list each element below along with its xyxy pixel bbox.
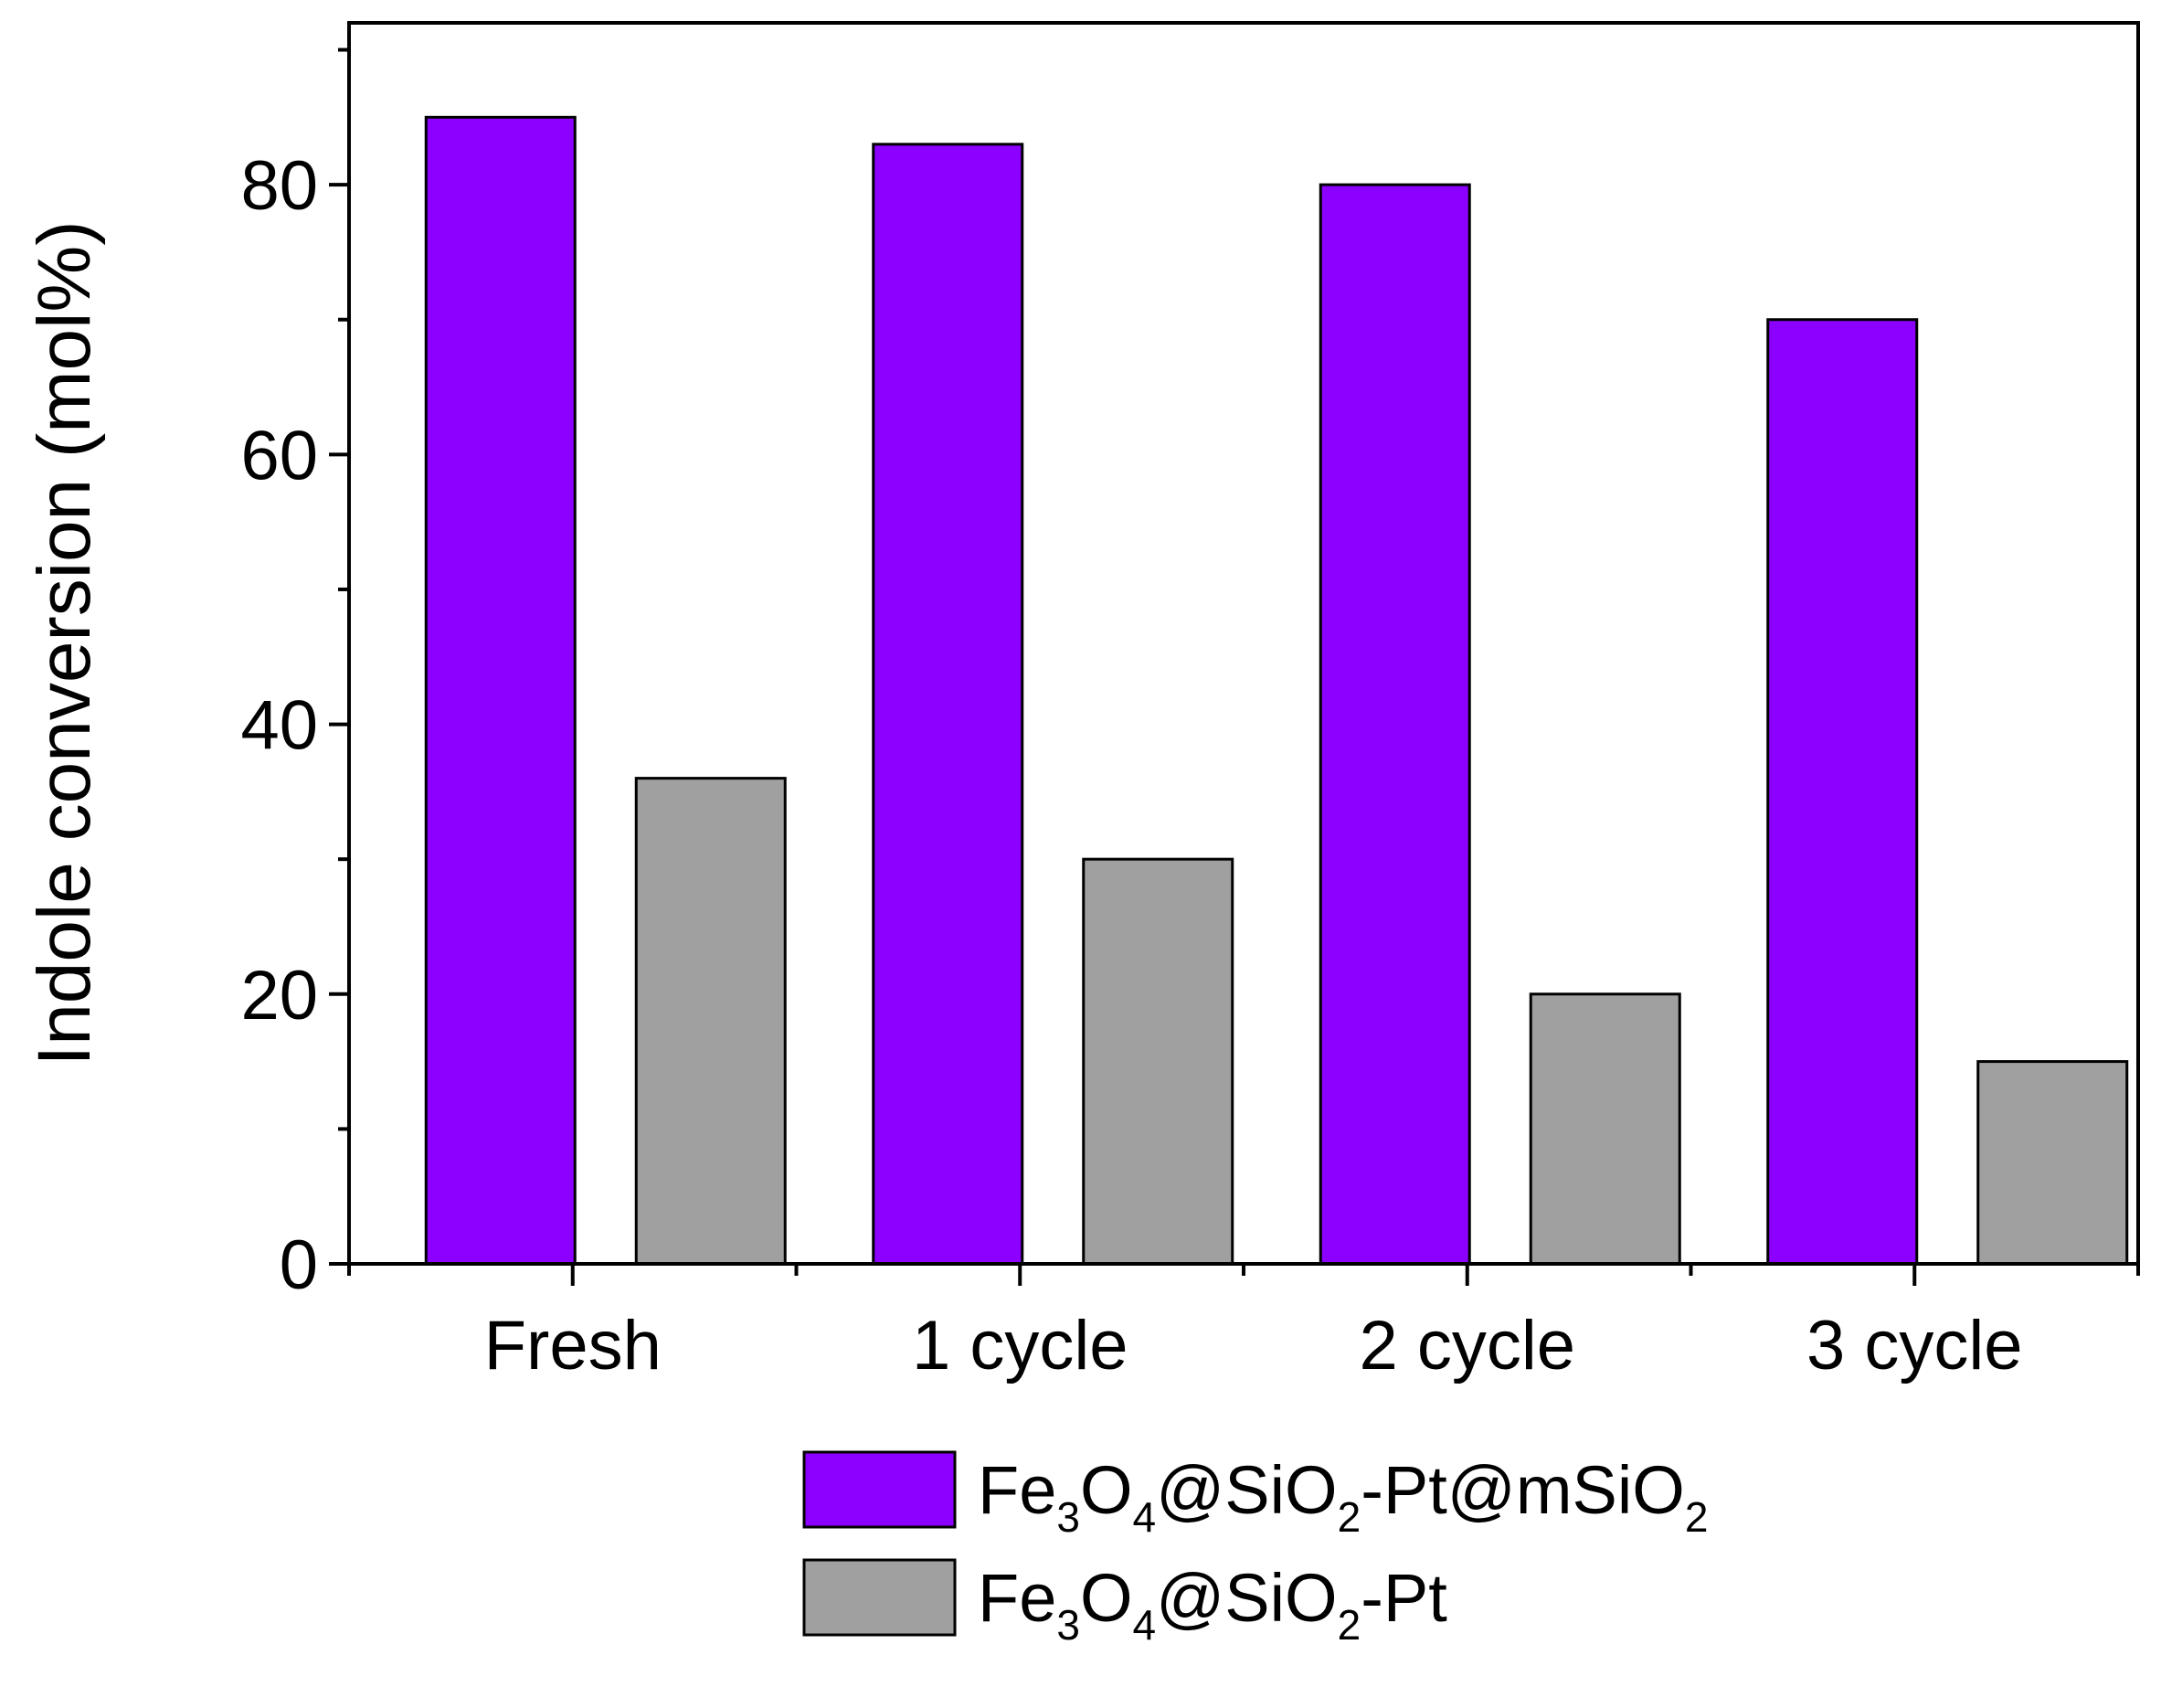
bar-fe3o4-sio2-pt-fresh: [634, 777, 787, 1266]
x-category-label: 2 cycle: [1359, 1307, 1575, 1384]
y-tick-label: 80: [240, 147, 318, 225]
legend-text-part: O: [1080, 1452, 1133, 1528]
legend-subscript: 3: [1056, 1601, 1080, 1649]
bar-fe3o4-sio2-pt-msio2-1-cycle: [872, 143, 1024, 1266]
legend-text-part: @SiO: [1156, 1560, 1337, 1636]
bar-fe3o4-sio2-pt-msio2-2-cycle: [1319, 183, 1471, 1266]
bar-fe3o4-sio2-pt-1-cycle: [1082, 857, 1234, 1266]
x-category-label: 1 cycle: [912, 1307, 1128, 1384]
legend-subscript: 2: [1685, 1493, 1709, 1541]
legend-swatch: [802, 1558, 957, 1637]
bar-fe3o4-sio2-pt-3-cycle: [1976, 1060, 2129, 1266]
legend-text-part: Fe: [978, 1560, 1056, 1636]
legend-subscript: 4: [1133, 1493, 1157, 1541]
x-category-label: Fresh: [484, 1307, 662, 1384]
legend-text-part: @SiO: [1156, 1452, 1337, 1528]
legend-label: Fe3O4@SiO2-Pt: [978, 1560, 1447, 1649]
legend-subscript: 3: [1056, 1493, 1080, 1541]
legend-text-part: O: [1080, 1560, 1133, 1636]
bar-fe3o4-sio2-pt-msio2-3-cycle: [1766, 318, 1919, 1266]
y-tick-label: 60: [240, 417, 318, 494]
legend-subscript: 2: [1338, 1493, 1361, 1541]
y-tick-label: 0: [280, 1226, 318, 1304]
legend-subscript: 4: [1133, 1601, 1157, 1649]
legend-label: Fe3O4@SiO2-Pt@mSiO2: [978, 1452, 1708, 1541]
legend-text-part: Fe: [978, 1452, 1056, 1528]
legend-swatch: [802, 1450, 957, 1529]
y-axis-title: Indole conversion (mol%): [23, 220, 106, 1066]
legend-text-part: -Pt: [1361, 1560, 1447, 1636]
bar-fe3o4-sio2-pt-2-cycle: [1529, 992, 1681, 1266]
x-category-label: 3 cycle: [1806, 1307, 2023, 1384]
bar-fe3o4-sio2-pt-msio2-fresh: [424, 115, 577, 1266]
legend-subscript: 2: [1338, 1601, 1361, 1649]
y-tick-label: 20: [240, 957, 318, 1034]
y-tick-label: 40: [240, 687, 318, 765]
legend-text-part: -Pt@mSiO: [1361, 1452, 1685, 1528]
